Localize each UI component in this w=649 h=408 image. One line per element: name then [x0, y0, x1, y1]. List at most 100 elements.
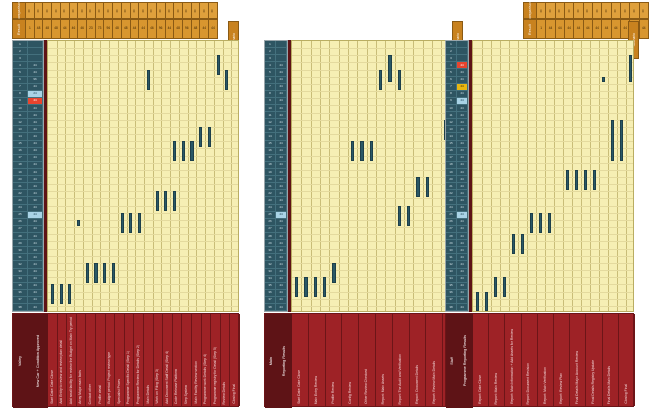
schedule-bar[interactable]	[111, 262, 116, 283]
schedule-bar[interactable]	[155, 191, 159, 212]
column-header-cell[interactable]: 00	[200, 2, 210, 19]
row-header-cell[interactable]: 19	[265, 168, 276, 177]
column-value-cell[interactable]: 46	[69, 19, 79, 39]
row-header-cell[interactable]: 18	[265, 161, 276, 169]
schedule-bar[interactable]	[601, 76, 606, 83]
row-header-cell[interactable]: 32	[446, 261, 457, 269]
column-header-cell[interactable]: 00	[555, 2, 565, 19]
column-value-cell[interactable]: 44	[639, 19, 649, 39]
band-label-column[interactable]: Add small facility for review the Budget…	[67, 314, 77, 406]
column-value-cell[interactable]: 1	[537, 19, 547, 39]
row-header-cell[interactable]: 44	[28, 261, 43, 269]
schedule-bar[interactable]	[484, 291, 489, 311]
column-header-cell[interactable]: 00	[602, 2, 612, 19]
row-header-cell[interactable]: 21	[265, 183, 276, 191]
row-header-cell[interactable]: 33	[446, 268, 457, 276]
band-label-column[interactable]: Work on Filing (Step 3)	[154, 314, 164, 406]
row-header-cell[interactable]: 30	[265, 247, 276, 255]
row-header-cell[interactable]: 44	[276, 296, 287, 305]
schedule-bar[interactable]	[190, 141, 194, 162]
row-header-cell[interactable]: 17	[265, 154, 276, 162]
row-header-cell[interactable]: 44	[457, 225, 468, 233]
row-header-cell[interactable]: 19	[13, 168, 28, 177]
row-header-cell[interactable]: 9	[13, 97, 28, 105]
column-value-cell[interactable]: 44	[165, 19, 175, 39]
row-header-cell[interactable]: 44	[28, 254, 43, 262]
row-header-cell[interactable]: 34	[265, 275, 276, 283]
row-header-cell[interactable]: 12	[13, 119, 28, 127]
schedule-bar[interactable]	[313, 277, 317, 298]
row-header-cell[interactable]: 5	[265, 69, 276, 77]
row-header-cell[interactable]: 44	[457, 126, 468, 134]
row-header-cell[interactable]: 37	[265, 296, 276, 305]
row-header-cell[interactable]: 44	[28, 161, 43, 169]
row-header-cell[interactable]: 27	[446, 225, 457, 233]
row-header-cell[interactable]: 44	[276, 247, 287, 255]
column-header-cell[interactable]: 00	[26, 2, 35, 19]
row-header-cell[interactable]: 44	[457, 147, 468, 155]
row-header-cell[interactable]: 44	[457, 104, 468, 113]
row-header-cell[interactable]: 44	[276, 168, 287, 177]
row-header-cell[interactable]: 44	[28, 168, 43, 177]
row-header-cell[interactable]: 8	[446, 90, 457, 98]
row-header-cell[interactable]: 2	[265, 48, 276, 56]
row-header-cell[interactable]: 12	[446, 119, 457, 127]
row-header-cell[interactable]: 34	[13, 275, 28, 283]
row-header-cell[interactable]: 3	[446, 55, 457, 63]
row-header-cell[interactable]: 5	[13, 69, 28, 77]
row-header-cell[interactable]: 44	[28, 62, 43, 70]
row-header-cell[interactable]: 44	[457, 140, 468, 148]
row-header-cell[interactable]: 14	[13, 133, 28, 141]
band-label-column[interactable]: Array Major main facts	[77, 314, 87, 406]
row-header-cell[interactable]: 44	[28, 97, 43, 105]
row-header-cell[interactable]: 36	[265, 289, 276, 297]
row-header-cell[interactable]: 25	[265, 211, 276, 219]
row-header-cell[interactable]: 7	[13, 83, 28, 91]
row-header-cell[interactable]: 38	[446, 304, 457, 312]
row-header-cell[interactable]: 44	[457, 90, 468, 98]
column-header-cell[interactable]: 00	[583, 2, 593, 19]
row-header-cell[interactable]: 44	[457, 296, 468, 305]
row-header-cell[interactable]: 4	[446, 62, 457, 70]
column-header-cell[interactable]: 00	[174, 2, 183, 19]
band-label-column[interactable]: Final Details Main Details	[603, 314, 619, 406]
schedule-bar[interactable]	[85, 262, 89, 283]
schedule-bar[interactable]	[529, 212, 534, 233]
row-header-cell[interactable]: 44	[276, 126, 287, 134]
row-header-cell[interactable]	[28, 55, 43, 63]
row-header-cell[interactable]: 44	[276, 97, 287, 105]
row-header-cell[interactable]: 44	[28, 176, 43, 184]
schedule-bar[interactable]	[610, 119, 615, 162]
column-value-cell[interactable]: 96	[156, 19, 166, 39]
row-header-cell[interactable]: 34	[446, 275, 457, 283]
column-header-cell[interactable]: 00	[574, 2, 584, 19]
row-header-cell[interactable]: 22	[265, 190, 276, 198]
column-value-cell[interactable]: 96	[182, 19, 192, 39]
schedule-bar[interactable]	[583, 169, 588, 190]
row-header-cell[interactable]	[457, 55, 468, 63]
schedule-bar[interactable]	[574, 169, 579, 190]
schedule-bar[interactable]	[181, 141, 185, 162]
schedule-bar[interactable]	[76, 219, 81, 226]
row-header-cell[interactable]: 44	[28, 83, 43, 91]
schedule-bar[interactable]	[502, 277, 507, 298]
row-header-cell[interactable]: 44	[276, 268, 287, 276]
row-header-cell[interactable]: 44	[28, 218, 43, 226]
row-header-cell[interactable]: 44	[28, 225, 43, 233]
column-value-cell[interactable]: 46	[78, 19, 88, 39]
column-value-cell[interactable]: 48	[191, 19, 201, 39]
schedule-bar[interactable]	[416, 177, 420, 197]
column-value-cell[interactable]: 44	[60, 19, 70, 39]
row-header-cell[interactable]: 44	[28, 304, 43, 312]
column-value-cell[interactable]: 44	[546, 19, 556, 39]
column-value-cell[interactable]: 48	[113, 19, 122, 39]
row-header-cell[interactable]	[457, 48, 468, 56]
schedule-bar[interactable]	[322, 277, 327, 298]
schedule-bar[interactable]	[304, 277, 308, 298]
row-header-cell[interactable]: 33	[265, 268, 276, 276]
row-header-cell[interactable]: 1	[446, 41, 457, 49]
row-header-cell[interactable]: 44	[276, 240, 287, 248]
band-label-column[interactable]: Final Details Major Account Review	[570, 314, 587, 406]
schedule-bar[interactable]	[120, 212, 124, 233]
row-header-cell[interactable]: 32	[265, 261, 276, 269]
